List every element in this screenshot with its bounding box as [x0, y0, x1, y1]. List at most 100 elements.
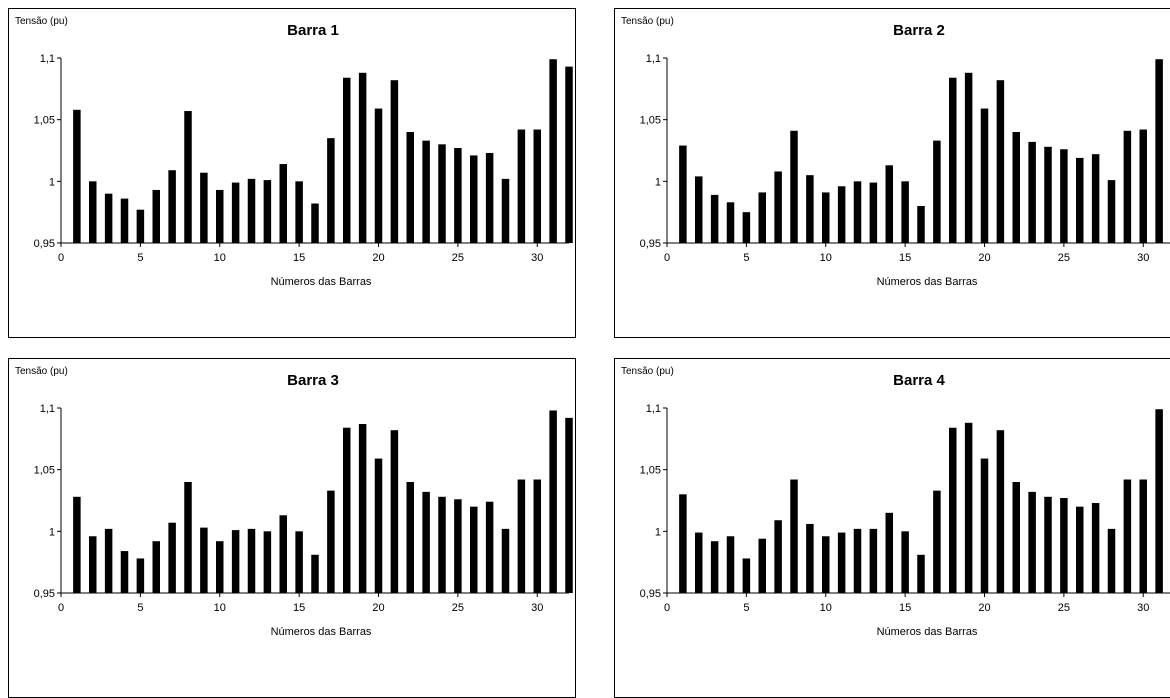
bar — [1076, 157, 1084, 243]
bar — [295, 181, 303, 243]
bar — [422, 491, 430, 593]
bar — [454, 499, 462, 593]
bar — [726, 202, 735, 243]
bar — [853, 181, 862, 243]
bar — [184, 111, 192, 243]
chart-title: Barra 4 — [893, 372, 945, 389]
bar — [247, 178, 256, 243]
y-tick-label: 1,1 — [40, 403, 55, 415]
bar — [565, 417, 573, 593]
bar — [1028, 491, 1036, 593]
bar — [549, 59, 557, 244]
x-tick-label: 25 — [452, 602, 464, 614]
bar — [406, 132, 414, 243]
x-tick-label: 15 — [899, 252, 911, 264]
x-tick-label: 15 — [293, 602, 305, 614]
bar — [374, 108, 383, 243]
bar — [438, 144, 446, 243]
bar — [470, 506, 478, 593]
bar — [485, 501, 494, 593]
bar — [679, 145, 687, 243]
bar — [1155, 59, 1163, 244]
y-tick-label: 1 — [49, 526, 55, 538]
bar — [1044, 496, 1052, 593]
bar — [933, 490, 941, 593]
x-tick-label: 0 — [58, 252, 64, 264]
bar — [901, 531, 909, 593]
x-tick-label: 15 — [899, 602, 911, 614]
bar — [454, 148, 462, 243]
x-tick-label: 20 — [978, 252, 990, 264]
bar — [933, 140, 941, 243]
y-tick-label: 1,1 — [40, 53, 55, 65]
bar — [917, 554, 925, 593]
bar — [710, 194, 719, 243]
x-tick-label: 20 — [372, 252, 384, 264]
bar — [120, 551, 129, 593]
y-tick-label: 0,95 — [640, 588, 661, 600]
bar — [710, 541, 719, 593]
chart-title: Barra 2 — [893, 22, 945, 39]
x-tick-label: 30 — [531, 252, 543, 264]
bar — [374, 458, 383, 593]
bar — [742, 212, 751, 243]
bar — [343, 77, 351, 243]
bar — [231, 182, 240, 243]
x-axis-label: Números das Barras — [876, 276, 978, 288]
bar — [136, 558, 145, 593]
x-tick-label: 30 — [531, 602, 543, 614]
bar — [152, 189, 160, 243]
bar-chart-plot: 0,95 1 1,05 1,1 0 5 10 15 20 25 30 — [640, 403, 1170, 614]
bar — [837, 532, 846, 593]
bar — [216, 189, 224, 243]
bar — [295, 531, 303, 593]
x-axis-label: Números das Barras — [876, 626, 978, 638]
y-axis-label: Tensão (pu) — [15, 16, 68, 27]
bar — [1123, 479, 1132, 593]
bar — [822, 192, 830, 243]
x-tick-label: 20 — [978, 602, 990, 614]
x-tick-label: 0 — [58, 602, 64, 614]
bar — [774, 171, 782, 243]
bar — [517, 479, 526, 593]
y-tick-label: 0,95 — [34, 588, 55, 600]
y-axis-label: Tensão (pu) — [621, 366, 674, 377]
bar — [996, 430, 1005, 593]
bar — [247, 528, 256, 593]
bar — [742, 558, 751, 593]
bar-chart-plot: 0,95 1 1,05 1,1 0 5 10 15 20 25 30 — [34, 53, 573, 264]
bar — [565, 66, 573, 243]
bar-chart-plot: 0,95 1 1,05 1,1 0 5 10 15 20 25 30 — [34, 403, 573, 614]
chart-panel-barra-3: Tensão (pu) Barra 3 0,95 1 1,05 1,1 0 5 10 15 20… — [8, 358, 576, 698]
bar — [996, 80, 1005, 243]
bar — [1107, 528, 1116, 593]
y-axis-label: Tensão (pu) — [15, 366, 68, 377]
bar — [485, 152, 494, 243]
bar — [517, 129, 526, 243]
bar — [168, 522, 176, 593]
y-tick-label: 1,05 — [34, 115, 55, 127]
y-tick-label: 1,1 — [646, 53, 661, 65]
bar — [422, 140, 430, 243]
bar — [869, 528, 878, 593]
bar — [964, 422, 973, 593]
bar — [869, 182, 878, 243]
x-tick-label: 25 — [452, 252, 464, 264]
bar — [1060, 498, 1068, 593]
bar — [120, 198, 129, 243]
bar — [1028, 141, 1036, 243]
bar — [89, 181, 97, 243]
bar — [695, 532, 703, 593]
x-axis-label: Números das Barras — [270, 626, 372, 638]
bar — [901, 181, 909, 243]
bar — [263, 180, 272, 243]
bar — [837, 186, 846, 243]
bar — [1091, 502, 1100, 593]
bar — [790, 130, 798, 243]
y-tick-label: 1 — [655, 176, 661, 188]
y-tick-label: 1,05 — [640, 465, 661, 477]
x-tick-label: 5 — [743, 602, 749, 614]
bar — [980, 108, 989, 243]
x-tick-label: 15 — [293, 252, 305, 264]
bar — [327, 138, 335, 243]
